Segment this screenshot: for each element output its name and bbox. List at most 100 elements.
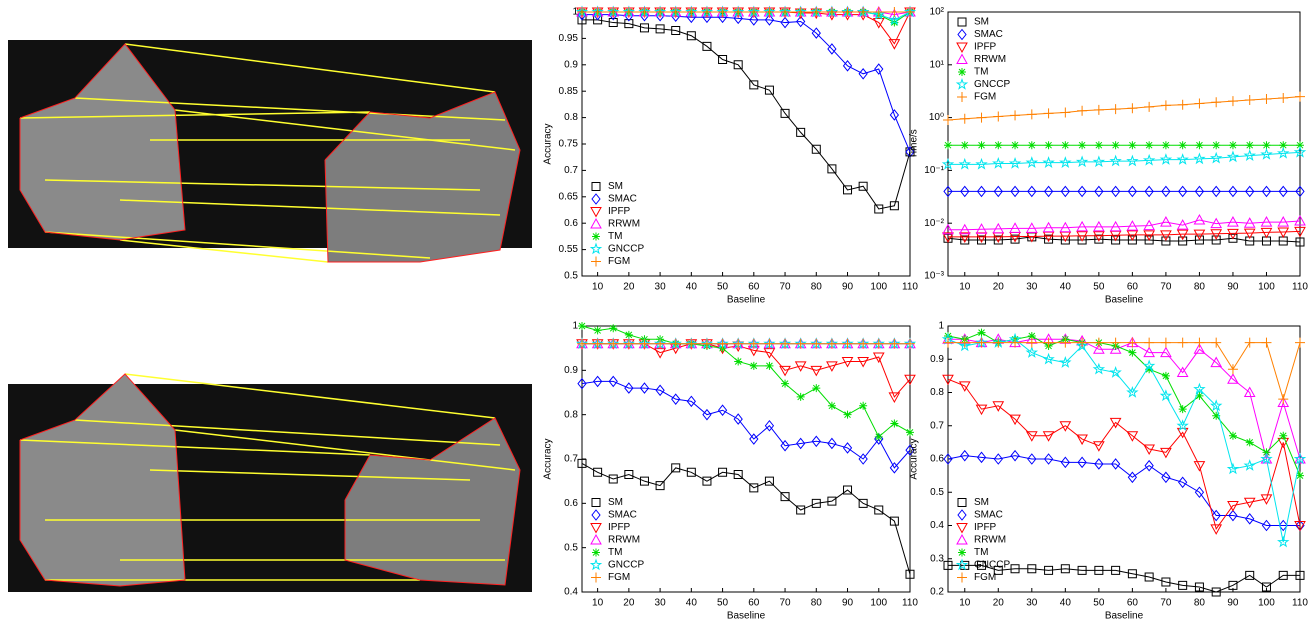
marker: [975, 223, 988, 234]
marker: [655, 338, 666, 349]
marker: [1109, 220, 1122, 232]
x-tick-label: 50: [1093, 598, 1105, 609]
marker: [1295, 185, 1305, 198]
marker: [843, 410, 852, 419]
marker: [1075, 339, 1089, 352]
series-line: [948, 219, 1301, 231]
marker: [1227, 501, 1239, 512]
legend-marker: [591, 256, 601, 267]
series-line: [581, 380, 911, 469]
marker: [1143, 346, 1155, 358]
x-tick-label: 90: [1227, 598, 1239, 609]
marker: [1245, 570, 1255, 580]
legend-label: FGM: [974, 572, 996, 583]
y-tick-label: 10²: [930, 7, 945, 18]
marker: [842, 60, 853, 72]
marker: [1262, 448, 1271, 457]
building-right: [325, 92, 520, 262]
legend-marker: [592, 232, 600, 241]
marker: [872, 352, 885, 364]
marker: [1144, 235, 1154, 245]
marker: [1061, 141, 1070, 150]
marker: [1011, 141, 1020, 150]
marker: [1159, 153, 1173, 165]
x-tick-label: 40: [686, 282, 698, 293]
marker: [975, 157, 988, 170]
y-tick-label: 0.8: [930, 387, 944, 398]
x-tick-label: 60: [1127, 282, 1139, 293]
marker: [1260, 452, 1273, 464]
marker: [993, 337, 1004, 348]
marker: [1228, 431, 1237, 440]
marker: [1176, 219, 1189, 230]
marker: [1161, 141, 1170, 150]
x-tick-label: 80: [811, 282, 823, 293]
marker: [609, 324, 618, 333]
marker: [764, 7, 775, 17]
x-tick-label: 110: [1292, 598, 1308, 609]
marker: [701, 7, 712, 17]
legend-label: RRWM: [608, 535, 640, 546]
marker: [655, 384, 665, 397]
x-tick-label: 20: [623, 598, 635, 609]
marker: [779, 365, 791, 377]
marker: [810, 365, 823, 377]
marker: [1260, 452, 1273, 465]
y-tick-label: 10⁻¹: [924, 165, 944, 176]
series-line: [947, 378, 1301, 530]
marker: [592, 338, 603, 349]
marker: [1294, 521, 1306, 532]
marker: [796, 392, 805, 401]
marker: [1093, 220, 1105, 232]
marker: [942, 223, 954, 235]
marker: [826, 361, 838, 372]
marker: [1111, 141, 1120, 150]
marker: [780, 439, 790, 452]
marker: [1161, 471, 1171, 484]
legend-marker: [957, 28, 967, 41]
y-tick-label: 1: [572, 321, 578, 332]
marker: [1027, 331, 1036, 340]
series-line: [581, 325, 911, 438]
y-tick-label: 0.7: [564, 454, 578, 465]
marker: [976, 185, 987, 198]
marker: [1059, 221, 1072, 233]
legend-label: RRWM: [608, 219, 640, 230]
marker: [1043, 337, 1054, 348]
marker: [889, 7, 900, 17]
marker: [734, 357, 743, 366]
marker: [1144, 185, 1154, 198]
y-tick-label: 0.7: [930, 420, 944, 431]
marker: [977, 328, 986, 337]
marker: [749, 361, 758, 370]
y-tick-label: 1: [938, 321, 944, 332]
marker: [1077, 565, 1087, 575]
marker: [827, 437, 837, 450]
marker: [1142, 359, 1156, 372]
marker: [1161, 371, 1170, 380]
marker: [780, 492, 790, 502]
series-line: [948, 151, 1301, 165]
photo-bottom: [8, 373, 532, 592]
y-tick-label: 0.4: [930, 520, 944, 531]
marker: [1043, 185, 1054, 198]
match-lines: [19, 43, 516, 263]
marker: [1144, 101, 1155, 112]
marker: [1160, 230, 1172, 241]
marker: [1228, 141, 1237, 150]
plot-frame: [581, 11, 911, 277]
marker: [686, 467, 696, 477]
x-tick-label: 50: [717, 598, 729, 609]
marker: [827, 401, 836, 410]
series-line: [947, 455, 1300, 526]
legend-label: FGM: [608, 256, 630, 267]
marker: [976, 337, 987, 348]
marker: [1293, 145, 1307, 158]
marker: [859, 401, 868, 410]
marker: [1025, 156, 1039, 168]
marker: [1277, 535, 1290, 548]
x-axis-label: Baseline: [727, 295, 766, 306]
series-line: [582, 19, 911, 210]
marker: [874, 433, 884, 445]
marker: [1060, 337, 1071, 348]
